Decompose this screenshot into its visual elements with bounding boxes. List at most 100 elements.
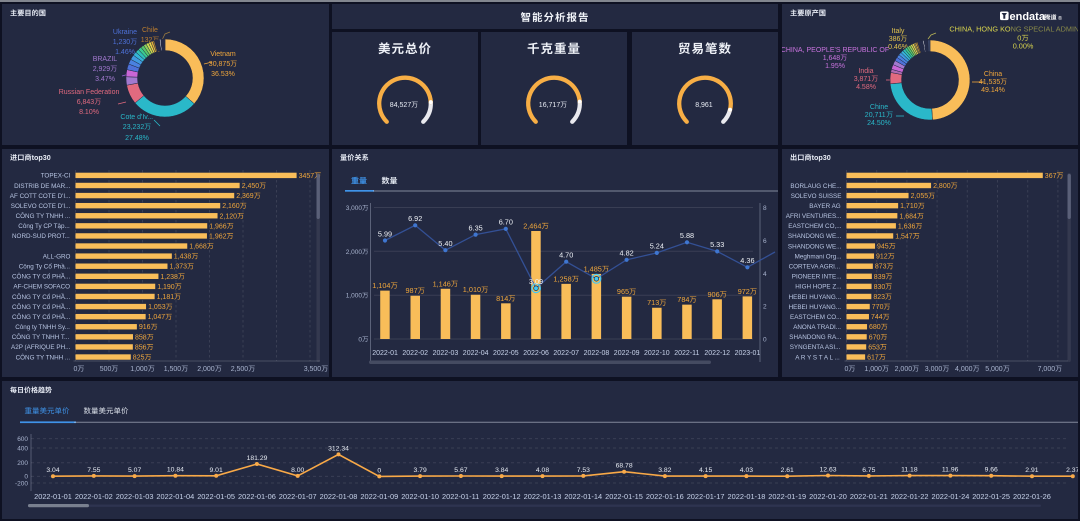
svg-text:4.82: 4.82	[620, 249, 634, 258]
svg-text:1,190: 1,190	[157, 284, 175, 291]
svg-text:2022-01: 2022-01	[372, 350, 398, 357]
svg-text:830: 830	[874, 284, 886, 291]
svg-text:2022-09: 2022-09	[614, 350, 640, 357]
svg-text:2022-01-07: 2022-01-07	[279, 492, 317, 501]
svg-text:3.47%: 3.47%	[95, 76, 115, 83]
svg-text:Vietnam: Vietnam	[210, 51, 236, 58]
svg-text:CORTEVA AGRI...: CORTEVA AGRI...	[789, 264, 841, 271]
svg-text:2,464: 2,464	[523, 222, 541, 231]
svg-text:A2P (AFRIQUE PH...: A2P (AFRIQUE PH...	[11, 344, 71, 351]
svg-text:1,966: 1,966	[209, 223, 227, 230]
svg-text:top30: top30	[32, 153, 51, 162]
svg-text:0: 0	[358, 337, 362, 344]
svg-text:AF-CHEM SOFACO: AF-CHEM SOFACO	[13, 284, 70, 291]
svg-text:2,500: 2,500	[231, 366, 249, 373]
svg-text:1,230: 1,230	[113, 39, 131, 46]
svg-text:0: 0	[377, 467, 381, 474]
svg-text:2022-01-24: 2022-01-24	[932, 492, 970, 501]
svg-text:1,000: 1,000	[346, 293, 363, 300]
svg-text:400: 400	[17, 445, 28, 452]
svg-text:680: 680	[869, 324, 881, 331]
svg-text:Công Ty CP Tập...: Công Ty CP Tập...	[18, 223, 70, 230]
svg-text:1,000: 1,000	[864, 366, 882, 373]
svg-text:1,547: 1,547	[895, 233, 913, 240]
svg-text:312.34: 312.34	[328, 445, 349, 452]
svg-text:11.18: 11.18	[901, 467, 918, 474]
svg-text:3,500: 3,500	[304, 366, 322, 373]
svg-text:TOPEX-CI: TOPEX-CI	[41, 173, 71, 180]
svg-text:CÔNG TY Cổ PHẦ...: CÔNG TY Cổ PHẦ...	[12, 271, 70, 281]
svg-text:1,258: 1,258	[553, 274, 571, 283]
svg-text:2022-01-08: 2022-01-08	[320, 492, 358, 501]
svg-text:NG SPECIAL ADMINISTR: NG SPECIAL ADMINISTR	[1011, 25, 1078, 34]
svg-text:HEBEI HUYANG...: HEBEI HUYANG...	[789, 294, 842, 301]
svg-text:CÔNG TY Cổ PHẦ...: CÔNG TY Cổ PHẦ...	[12, 301, 70, 311]
svg-text:Chine: Chine	[870, 104, 888, 111]
svg-text:2022-12: 2022-12	[704, 350, 730, 357]
svg-text:670: 670	[869, 334, 881, 341]
svg-text:8: 8	[763, 205, 767, 212]
svg-text:6.92: 6.92	[408, 214, 422, 223]
svg-text:CHINA, HONG KO: CHINA, HONG KO	[949, 25, 1011, 34]
svg-text:2022-01-25: 2022-01-25	[972, 492, 1010, 501]
svg-text:4.03: 4.03	[740, 467, 753, 474]
svg-text:2022-05: 2022-05	[493, 350, 519, 357]
svg-text:7,000: 7,000	[1038, 366, 1056, 373]
svg-text:0.00%: 0.00%	[1013, 42, 1034, 51]
svg-text:906: 906	[708, 290, 720, 299]
svg-text:9.66: 9.66	[985, 467, 998, 474]
svg-text:CÔNG TY TNHH ...: CÔNG TY TNHH ...	[16, 352, 71, 361]
svg-text:2,450: 2,450	[242, 183, 260, 190]
svg-text:EASTCHEM CO,...: EASTCHEM CO,...	[788, 223, 841, 230]
svg-text:916: 916	[139, 324, 151, 331]
svg-text:Công ty TNHH Sy...: Công ty TNHH Sy...	[15, 324, 70, 331]
svg-text:1,438: 1,438	[174, 254, 192, 261]
svg-text:965: 965	[617, 287, 629, 296]
svg-text:856: 856	[135, 344, 147, 351]
svg-text:2022-01-17: 2022-01-17	[687, 492, 725, 501]
svg-text:24.50%: 24.50%	[867, 120, 891, 127]
svg-text:5,000: 5,000	[985, 366, 1003, 373]
svg-text:Công Ty Cổ Phầ...: Công Ty Cổ Phầ...	[19, 262, 71, 271]
svg-text:3,000: 3,000	[925, 366, 943, 373]
svg-text:23,232: 23,232	[123, 124, 145, 131]
svg-text:SYNGENTA ASI...: SYNGENTA ASI...	[790, 344, 841, 351]
svg-text:2022-01-06: 2022-01-06	[238, 492, 276, 501]
svg-text:912: 912	[876, 254, 888, 261]
svg-text:2.37: 2.37	[1066, 467, 1078, 474]
svg-text:ALL-GRO: ALL-GRO	[43, 253, 71, 260]
svg-text:4.08: 4.08	[536, 467, 549, 474]
svg-text:11.96: 11.96	[942, 467, 959, 474]
svg-text:2022-01-12: 2022-01-12	[483, 492, 521, 501]
svg-text:2022-10: 2022-10	[644, 350, 670, 357]
svg-text:1,485: 1,485	[584, 264, 602, 273]
svg-text:0.46%: 0.46%	[888, 44, 908, 51]
svg-text:6.70: 6.70	[499, 218, 513, 227]
svg-text:6: 6	[763, 238, 767, 245]
svg-text:SHANDONG WE...: SHANDONG WE...	[788, 233, 842, 240]
svg-text:2,800: 2,800	[933, 183, 951, 190]
svg-text:1,104: 1,104	[372, 281, 390, 290]
svg-text:2022-07: 2022-07	[553, 350, 579, 357]
svg-text:2022-03: 2022-03	[433, 350, 459, 357]
svg-text:2022-01-04: 2022-01-04	[156, 492, 194, 501]
svg-text:653: 653	[868, 344, 880, 351]
svg-text:Meghmani Org...: Meghmani Org...	[795, 253, 842, 260]
svg-text:-200: -200	[15, 480, 28, 487]
svg-text:2022-11: 2022-11	[674, 350, 699, 357]
svg-text:CÔNG TY TNHH T...: CÔNG TY TNHH T...	[12, 332, 70, 341]
svg-text:2022-08: 2022-08	[584, 350, 610, 357]
svg-text:Cote d'Iv...: Cote d'Iv...	[120, 114, 153, 121]
svg-text:987: 987	[406, 286, 418, 295]
svg-text:10.84: 10.84	[167, 467, 184, 474]
svg-text:6.75: 6.75	[862, 467, 875, 474]
svg-text:27.48%: 27.48%	[125, 135, 149, 142]
svg-text:1,668: 1,668	[189, 244, 207, 251]
svg-text:ANONA TRADI...: ANONA TRADI...	[793, 324, 841, 331]
svg-text:1,053: 1,053	[148, 304, 166, 311]
svg-text:4.15: 4.15	[699, 467, 712, 474]
svg-text:5.99: 5.99	[378, 229, 392, 238]
svg-text:3,871: 3,871	[854, 76, 872, 83]
svg-text:3.04: 3.04	[46, 467, 59, 474]
svg-text:814: 814	[496, 294, 508, 303]
